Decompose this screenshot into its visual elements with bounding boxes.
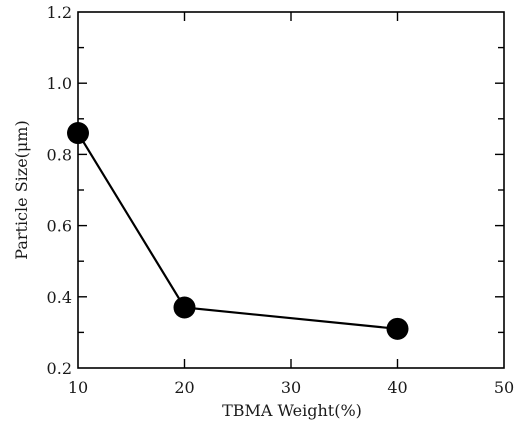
plot-frame [77, 11, 505, 369]
x-tick-label: 20 [174, 378, 194, 397]
x-axis-title: TBMA Weight(%) [222, 401, 362, 420]
y-axis-title: Particle Size(μm) [12, 120, 31, 259]
y-tick-label: 0.2 [47, 359, 72, 378]
x-tick-label: 30 [281, 378, 301, 397]
x-tick-label: 50 [494, 378, 514, 397]
y-tick-labels: 0.2 0.4 0.6 0.8 1.0 1.2 [47, 3, 72, 378]
data-point [173, 296, 196, 319]
x-tick-label: 40 [387, 378, 407, 397]
y-tick-label: 1.0 [47, 74, 72, 93]
series-line [77, 132, 398, 330]
y-tick-label: 1.2 [47, 3, 72, 22]
data-point [67, 122, 89, 145]
data-point [386, 317, 409, 340]
y-tick-label: 0.4 [47, 288, 72, 307]
x-tick-label: 10 [68, 378, 88, 397]
data-series [67, 122, 409, 340]
y-tick-label: 0.6 [47, 217, 72, 236]
y-tick-label: 0.8 [47, 145, 72, 164]
axis-ticks [78, 12, 504, 368]
x-tick-labels: 10 20 30 40 50 [68, 378, 514, 397]
